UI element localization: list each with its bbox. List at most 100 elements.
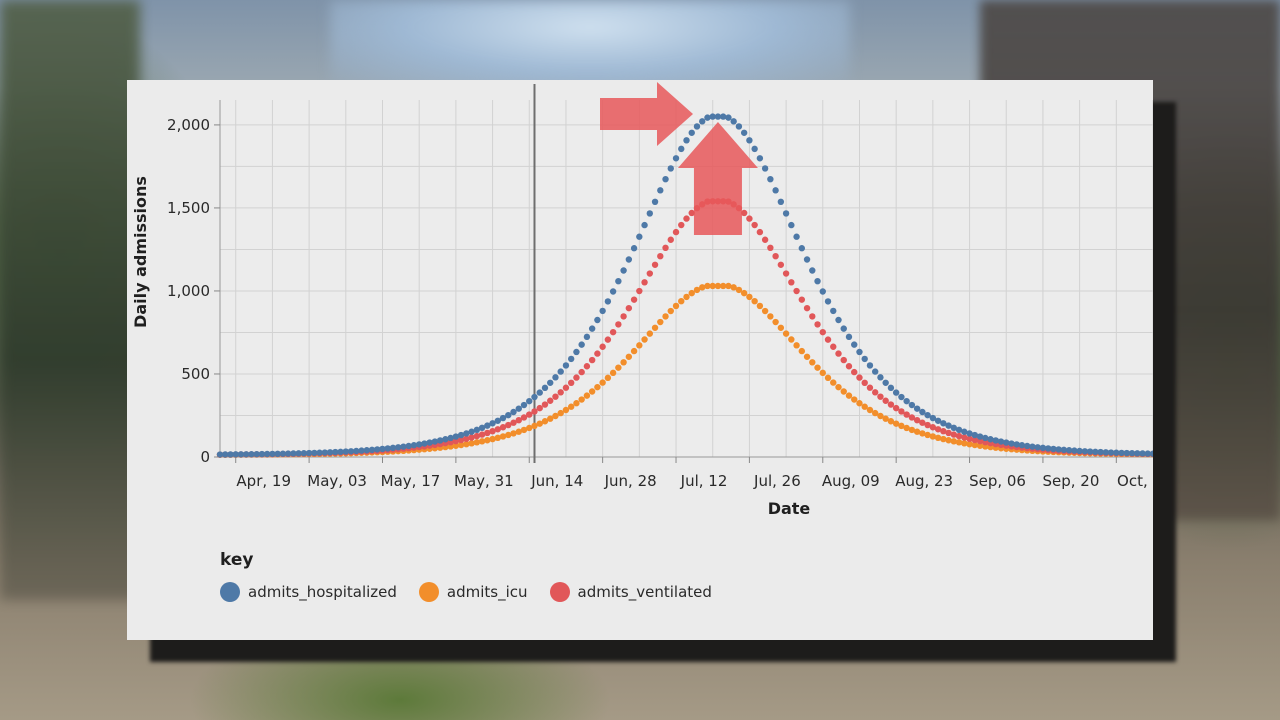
point-admits_hospitalized: [688, 129, 695, 136]
point-admits_hospitalized: [1144, 450, 1151, 457]
point-admits_ventilated: [898, 408, 905, 415]
point-admits_ventilated: [976, 437, 984, 445]
x-tick-label: Aug, 09: [822, 472, 880, 490]
x-tick-label: Apr, 19: [236, 472, 291, 490]
point-admits_hospitalized: [583, 333, 591, 341]
point-admits_ventilated: [756, 228, 764, 236]
point-admits_icu: [552, 412, 559, 420]
point-admits_hospitalized: [1044, 445, 1052, 452]
point-admits_hospitalized: [851, 341, 858, 348]
point-admits_ventilated: [562, 384, 570, 391]
point-admits_hospitalized: [484, 422, 491, 429]
point-admits_hospitalized: [945, 422, 952, 429]
plot-area: [220, 100, 1153, 457]
point-admits_icu: [861, 403, 868, 410]
point-admits_icu: [851, 396, 858, 403]
point-admits_ventilated: [688, 209, 695, 217]
point-admits_hospitalized: [358, 447, 365, 454]
point-admits_hospitalized: [819, 288, 826, 295]
point-admits_icu: [908, 426, 916, 434]
point-admits_icu: [746, 293, 753, 301]
point-admits_hospitalized: [237, 451, 245, 458]
point-admits_icu: [457, 441, 465, 449]
point-admits_hospitalized: [845, 333, 853, 341]
point-admits_icu: [478, 438, 486, 445]
point-admits_ventilated: [667, 236, 674, 243]
point-admits_ventilated: [489, 427, 496, 435]
point-admits_icu: [547, 415, 554, 422]
point-admits_icu: [877, 412, 884, 420]
point-admits_ventilated: [510, 419, 517, 426]
point-admits_icu: [740, 289, 748, 297]
y-tick-label: 500: [181, 365, 210, 383]
point-admits_icu: [798, 347, 806, 355]
point-admits_hospitalized: [620, 267, 627, 274]
point-admits_ventilated: [583, 363, 591, 370]
point-admits_icu: [699, 284, 706, 291]
point-admits_hospitalized: [940, 420, 947, 427]
point-admits_hospitalized: [232, 451, 239, 458]
point-admits_icu: [463, 440, 470, 448]
point-admits_hospitalized: [1008, 440, 1015, 447]
point-admits_ventilated: [945, 429, 952, 437]
point-admits_ventilated: [678, 221, 685, 229]
point-admits_hospitalized: [1123, 449, 1130, 457]
y-tick-labels: 0 500 1,000 1,500 2,000: [167, 116, 220, 466]
point-admits_hospitalized: [1013, 441, 1020, 448]
point-admits_hospitalized: [421, 440, 428, 447]
point-admits_hospitalized: [447, 434, 454, 442]
point-admits_icu: [772, 318, 779, 326]
point-admits_icu: [615, 364, 622, 371]
point-admits_hospitalized: [258, 450, 266, 458]
point-admits_hospitalized: [892, 389, 900, 396]
point-admits_ventilated: [851, 368, 858, 376]
point-admits_icu: [709, 282, 716, 290]
legend-item-admits_ventilated: admits_ventilated: [549, 582, 712, 602]
point-admits_hospitalized: [672, 155, 680, 162]
point-admits_icu: [604, 374, 612, 382]
point-admits_ventilated: [913, 416, 921, 424]
point-admits_icu: [646, 330, 654, 337]
point-admits_icu: [819, 369, 826, 377]
legend: admits_hospitalized admits_icu admits_vent…: [220, 582, 712, 602]
point-admits_hospitalized: [856, 348, 863, 356]
point-admits_ventilated: [782, 270, 790, 277]
point-admits_ventilated: [803, 304, 811, 312]
point-admits_hospitalized: [1086, 448, 1094, 455]
point-admits_ventilated: [505, 421, 512, 429]
point-admits_hospitalized: [761, 165, 769, 172]
point-admits_hospitalized: [636, 233, 643, 240]
point-admits_ventilated: [761, 236, 769, 243]
point-admits_hospitalized: [657, 187, 664, 194]
point-admits_icu: [515, 428, 522, 435]
point-admits_icu: [887, 418, 895, 425]
point-admits_hospitalized: [295, 450, 302, 457]
point-admits_ventilated: [772, 252, 779, 260]
point-admits_ventilated: [924, 421, 931, 429]
point-admits_icu: [620, 359, 627, 366]
point-admits_icu: [594, 383, 601, 391]
point-admits_ventilated: [594, 350, 601, 357]
point-admits_hospitalized: [400, 443, 407, 450]
point-admits_hospitalized: [1003, 439, 1010, 446]
point-admits_hospitalized: [337, 448, 344, 456]
arrow-up-annotation: [677, 122, 758, 235]
point-admits_icu: [662, 313, 669, 320]
point-admits_icu: [599, 379, 606, 386]
point-admits_hospitalized: [982, 434, 989, 442]
point-admits_icu: [903, 424, 910, 432]
point-admits_hospitalized: [384, 445, 391, 452]
point-admits_hospitalized: [751, 145, 758, 153]
point-admits_hospitalized: [405, 442, 412, 450]
point-admits_ventilated: [908, 414, 916, 421]
point-admits_icu: [730, 284, 737, 291]
point-admits_icu: [971, 441, 978, 449]
point-admits_hospitalized: [835, 316, 842, 324]
point-admits_icu: [835, 383, 842, 391]
point-admits_hospitalized: [1128, 450, 1136, 457]
point-admits_icu: [725, 282, 732, 290]
point-admits_ventilated: [599, 343, 606, 350]
point-admits_hospitalized: [426, 439, 433, 446]
point-admits_hospitalized: [547, 379, 554, 386]
y-tick-label: 1,500: [167, 199, 210, 217]
